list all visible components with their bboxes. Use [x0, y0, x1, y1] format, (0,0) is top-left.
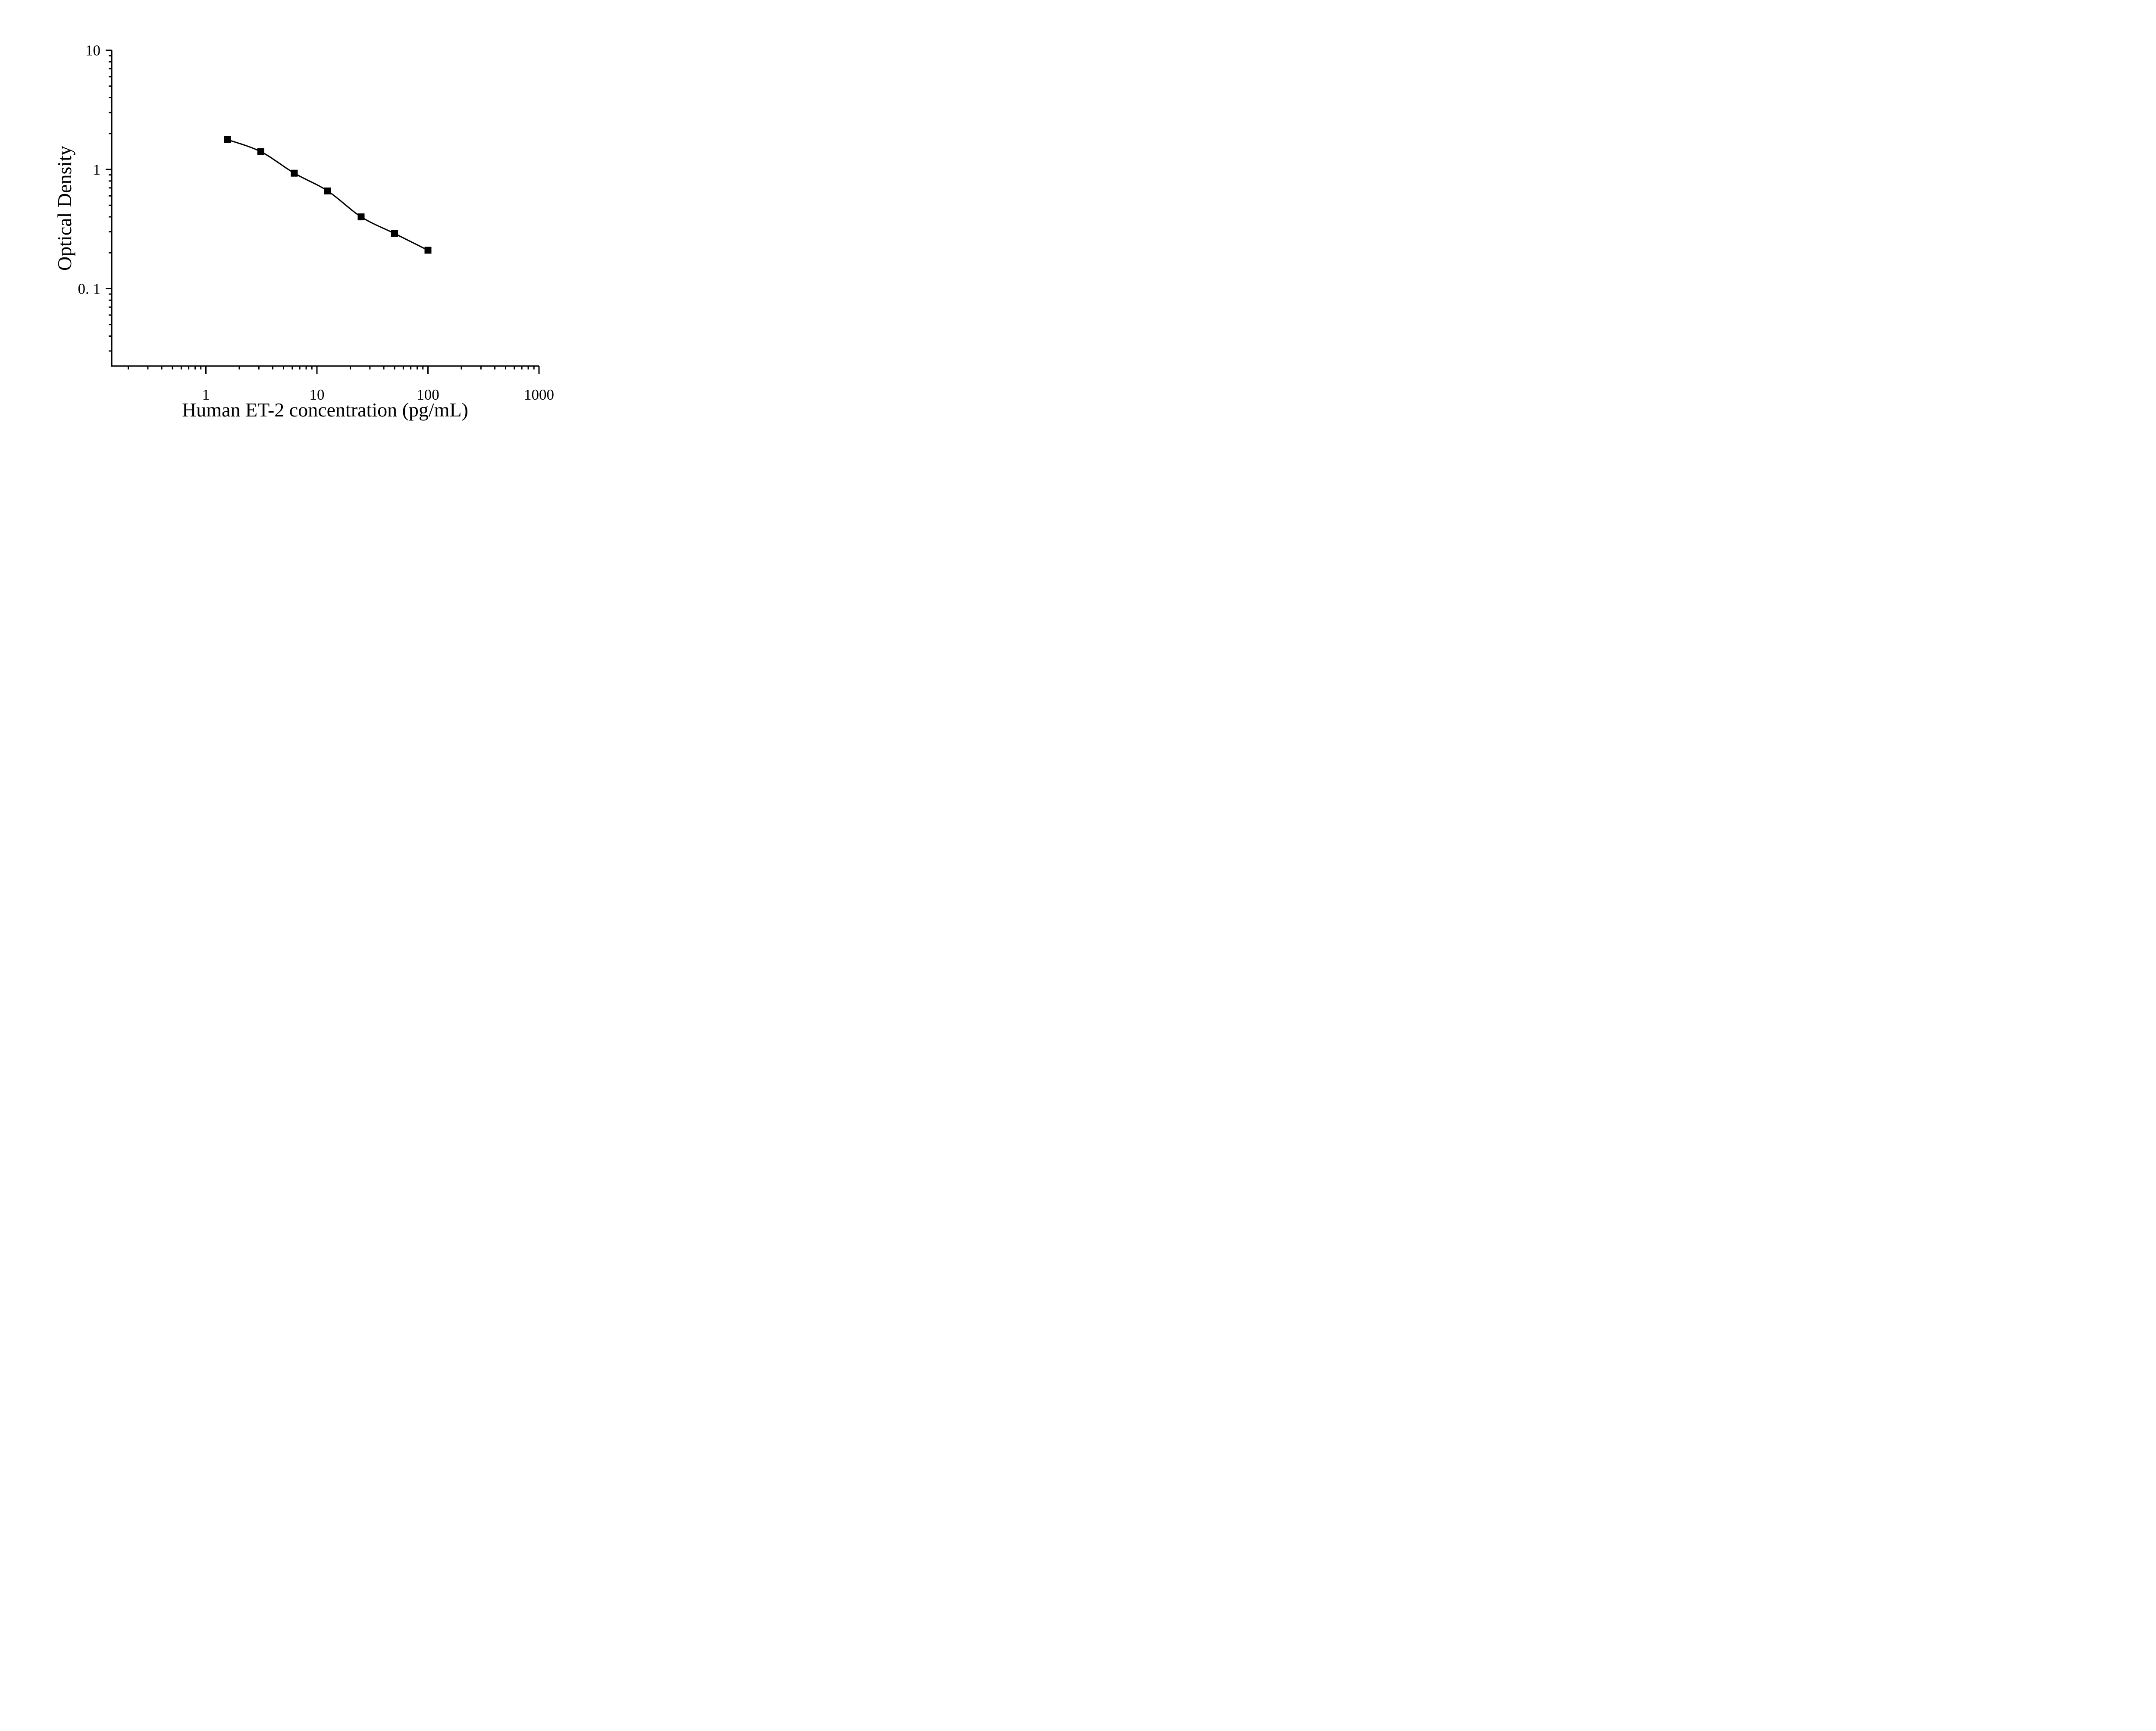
y-axis-title: Optical Density	[53, 146, 75, 271]
data-point-marker	[391, 230, 398, 237]
data-point-marker	[291, 169, 298, 177]
data-point-marker	[224, 136, 231, 143]
data-point-marker	[424, 247, 432, 254]
x-tick-label: 1000	[524, 386, 554, 403]
data-point-marker	[357, 213, 365, 221]
x-axis-title: Human ET-2 concentration (pg/mL)	[182, 399, 468, 421]
y-tick-label: 10	[85, 42, 100, 59]
x-tick-label: 1	[202, 386, 210, 403]
y-tick-label: 0. 1	[78, 281, 101, 297]
x-tick-label: 10	[310, 386, 325, 403]
x-tick-label: 100	[417, 386, 439, 403]
y-tick-label: 1	[93, 161, 101, 178]
data-point-marker	[324, 187, 331, 194]
data-point-marker	[257, 148, 264, 155]
standard-curve-figure: 1 10 100 1000 10 1 0. 1 Human ET-2 concentrati…	[0, 0, 620, 433]
plot-area-svg: 1 10 100 1000 10 1 0. 1	[78, 42, 555, 403]
